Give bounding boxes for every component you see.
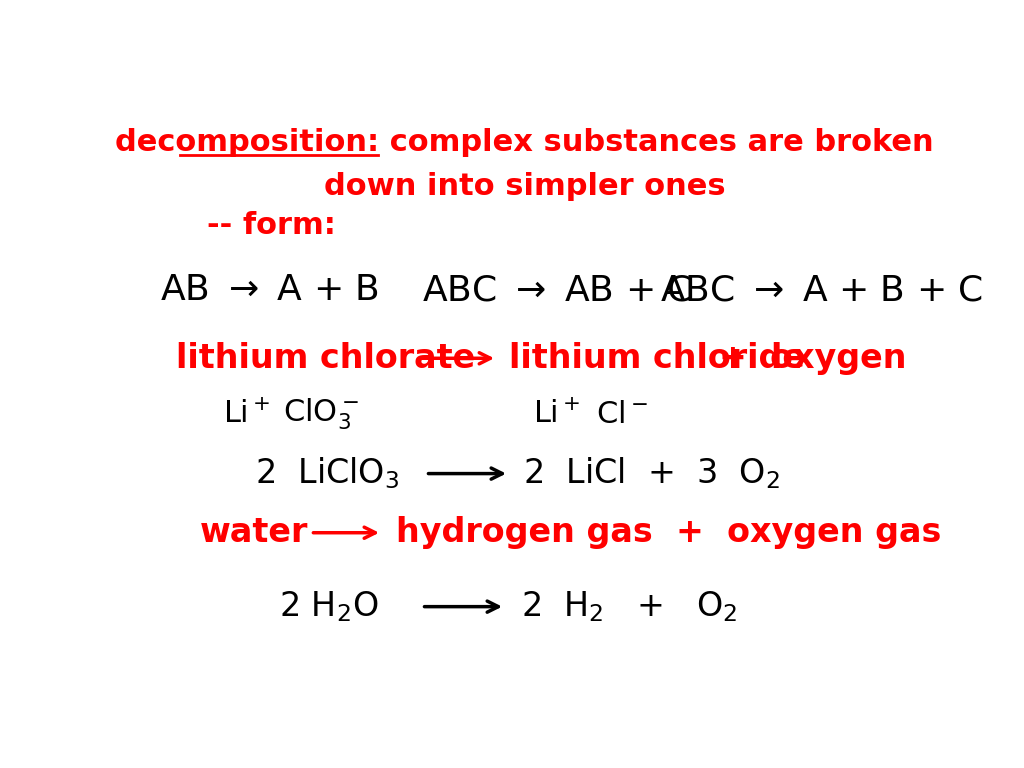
Text: 2 H$_2$O: 2 H$_2$O	[279, 589, 378, 624]
Text: +  oxygen: + oxygen	[719, 342, 906, 375]
Text: AB $\rightarrow$ A + B: AB $\rightarrow$ A + B	[160, 273, 379, 307]
Text: Cl$^-$: Cl$^-$	[596, 400, 648, 429]
Text: decomposition: complex substances are broken: decomposition: complex substances are br…	[116, 128, 934, 157]
Text: ClO$_3^-$: ClO$_3^-$	[283, 397, 358, 432]
Text: 2  H$_2$   +   O$_2$: 2 H$_2$ + O$_2$	[521, 589, 737, 624]
Text: water: water	[200, 516, 308, 549]
Text: 2  LiClO$_3$: 2 LiClO$_3$	[255, 455, 399, 492]
Text: -- form:: -- form:	[207, 210, 336, 240]
Text: ABC $\rightarrow$ A + B + C: ABC $\rightarrow$ A + B + C	[659, 273, 983, 307]
Text: lithium chloride: lithium chloride	[509, 342, 805, 375]
Text: hydrogen gas  +  oxygen gas: hydrogen gas + oxygen gas	[396, 516, 942, 549]
Text: Li$^+$: Li$^+$	[532, 400, 581, 429]
Text: ABC $\rightarrow$ AB + C: ABC $\rightarrow$ AB + C	[422, 273, 691, 307]
Text: lithium chlorate: lithium chlorate	[176, 342, 475, 375]
Text: 2  LiCl  +  3  O$_2$: 2 LiCl + 3 O$_2$	[523, 455, 780, 492]
Text: Li$^+$: Li$^+$	[223, 400, 270, 429]
Text: down into simpler ones: down into simpler ones	[324, 172, 726, 201]
